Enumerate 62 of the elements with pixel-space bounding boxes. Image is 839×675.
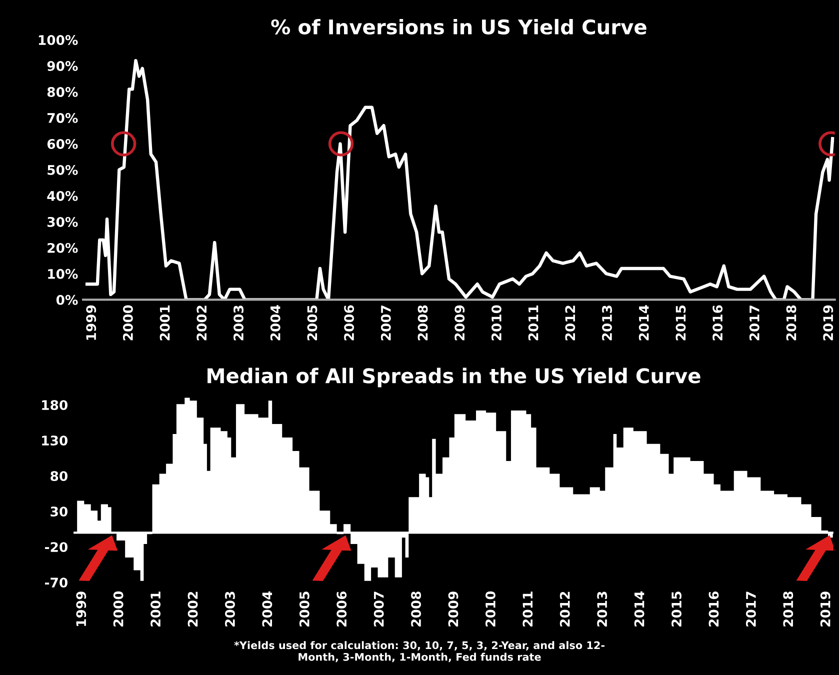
x-tick-label: 2003	[234, 306, 244, 340]
x-tick-label: 2017	[746, 592, 756, 626]
x-tick-label: 2009	[454, 305, 465, 340]
x-tick-label: 2017	[749, 306, 760, 340]
y-tick-label: 60%	[47, 138, 78, 149]
x-tick-label: 2007	[374, 592, 384, 626]
x-tick-label: 2005	[299, 592, 310, 626]
x-tick-label: 2004	[262, 591, 272, 626]
y-tick-label: 20%	[48, 242, 78, 253]
x-tick-label: 2010	[485, 591, 496, 626]
x-tick-label: 2010	[491, 305, 502, 340]
x-tick-label: 2014	[638, 305, 649, 340]
x-tick-label: 2015	[672, 592, 682, 626]
text: *Yields used for calculation: 30, 10, 7, 5, 3, 2-Year, and also 12- Month, 3-Month, 1-Month, Fed funds rate	[234, 641, 604, 662]
x-tick-label: 2000	[122, 305, 133, 340]
y-tick-label: -20	[45, 542, 68, 552]
x-tick-label: 2001	[150, 592, 161, 626]
y-tick-label: 40%	[47, 190, 78, 201]
y-tick-label: 80%	[47, 87, 78, 97]
x-tick-label: 2000	[113, 591, 124, 626]
y-tick-label: 70%	[48, 113, 78, 123]
x-tick-label: 2012	[560, 592, 570, 626]
x-tick-label: 2007	[380, 306, 391, 340]
y-tick-label: 10%	[48, 268, 78, 279]
y-tick-label: 30%	[48, 216, 78, 227]
y-tick-label: 50%	[48, 164, 78, 175]
x-tick-label: 2014	[634, 591, 644, 626]
y-tick-label: 130	[42, 436, 68, 446]
chart-title: Median of All Spreads in the US Yield Curve	[208, 368, 700, 388]
x-tick-label: 2018	[786, 305, 796, 340]
x-tick-label: 1999	[76, 592, 86, 626]
x-tick-label: 1999	[86, 305, 96, 340]
x-tick-label: 2004	[270, 305, 280, 340]
y-tick-label: -70	[45, 578, 68, 588]
chart-title: % of Inversions in US Yield Curve	[271, 18, 646, 35]
x-tick-label: 2016	[712, 305, 723, 340]
x-tick-label: 2011	[528, 305, 538, 340]
y-tick-label: 180	[42, 400, 68, 410]
y-tick-label: 100%	[38, 35, 78, 46]
y-tick-label: 90%	[47, 61, 78, 72]
x-tick-label: 2006	[336, 591, 347, 626]
x-tick-label: 2013	[602, 306, 612, 340]
x-tick-label: 2003	[224, 592, 235, 626]
x-tick-label: 2018	[783, 592, 794, 626]
x-tick-label: 2008	[411, 592, 422, 626]
y-tick-label: 30	[50, 506, 68, 517]
x-tick-label: 2015	[676, 305, 686, 340]
x-tick-label: 2011	[522, 592, 533, 626]
y-tick-label: 0%	[56, 294, 78, 305]
x-tick-label: 2013	[597, 592, 608, 626]
x-tick-label: 2006	[344, 305, 354, 340]
x-tick-label: 2009	[448, 592, 458, 626]
x-tick-label: 2008	[418, 305, 428, 340]
x-tick-label: 2002	[188, 592, 198, 626]
x-tick-label: 2001	[160, 305, 170, 340]
x-tick-label: 2005	[307, 305, 318, 340]
x-tick-label: 2019	[823, 305, 834, 340]
x-tick-label: 2016	[708, 591, 719, 626]
x-tick-label: 2019	[820, 592, 830, 626]
x-tick-label: 2002	[196, 306, 207, 340]
x-tick-label: 2012	[565, 306, 576, 340]
y-tick-label: 80	[50, 471, 68, 482]
